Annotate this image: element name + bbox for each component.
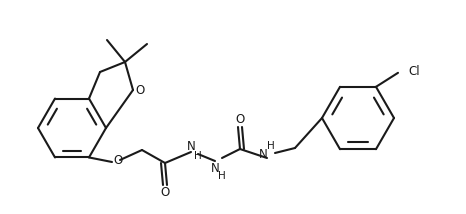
Text: O: O (235, 113, 245, 125)
Text: O: O (113, 155, 123, 168)
Text: N: N (186, 141, 195, 153)
Text: H: H (267, 141, 275, 151)
Text: O: O (136, 83, 144, 97)
Text: N: N (259, 147, 267, 160)
Text: H: H (194, 151, 202, 161)
Text: H: H (218, 171, 226, 181)
Text: N: N (211, 162, 219, 174)
Text: O: O (160, 186, 170, 199)
Text: Cl: Cl (408, 65, 419, 78)
